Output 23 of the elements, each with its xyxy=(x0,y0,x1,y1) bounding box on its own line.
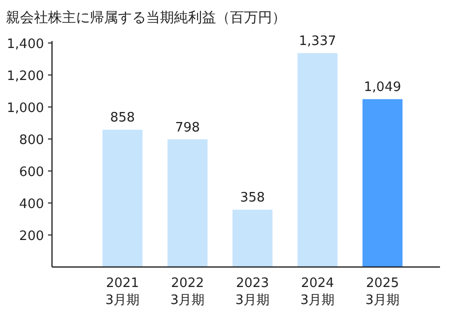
bar xyxy=(362,99,402,267)
y-tick-label: 600 xyxy=(19,165,44,180)
data-label: 1,049 xyxy=(364,80,402,96)
y-tick-label: 400 xyxy=(19,197,44,212)
bar xyxy=(102,130,142,267)
y-tick-label: 200 xyxy=(19,229,44,244)
y-tick-label: 1,400 xyxy=(6,37,44,52)
x-tick-label: 2023 3月期 xyxy=(235,276,270,308)
y-tick-label: 800 xyxy=(19,133,44,148)
y-tick-label: 1,200 xyxy=(6,69,44,84)
x-tick-label: 2022 3月期 xyxy=(170,276,205,308)
data-label: 358 xyxy=(240,190,265,206)
data-label: 1,337 xyxy=(298,34,336,50)
bar xyxy=(298,53,338,267)
data-label: 858 xyxy=(110,110,135,126)
x-tick-label: 2021 3月期 xyxy=(105,276,140,308)
data-label: 798 xyxy=(175,120,200,136)
bar xyxy=(168,139,208,267)
x-tick-label: 2025 3月期 xyxy=(365,276,400,308)
y-tick-label: 1,000 xyxy=(6,101,44,116)
bar xyxy=(232,210,272,267)
chart-title: 親会社株主に帰属する当期純利益（百万円） xyxy=(6,10,286,26)
x-tick-label: 2024 3月期 xyxy=(300,276,335,308)
